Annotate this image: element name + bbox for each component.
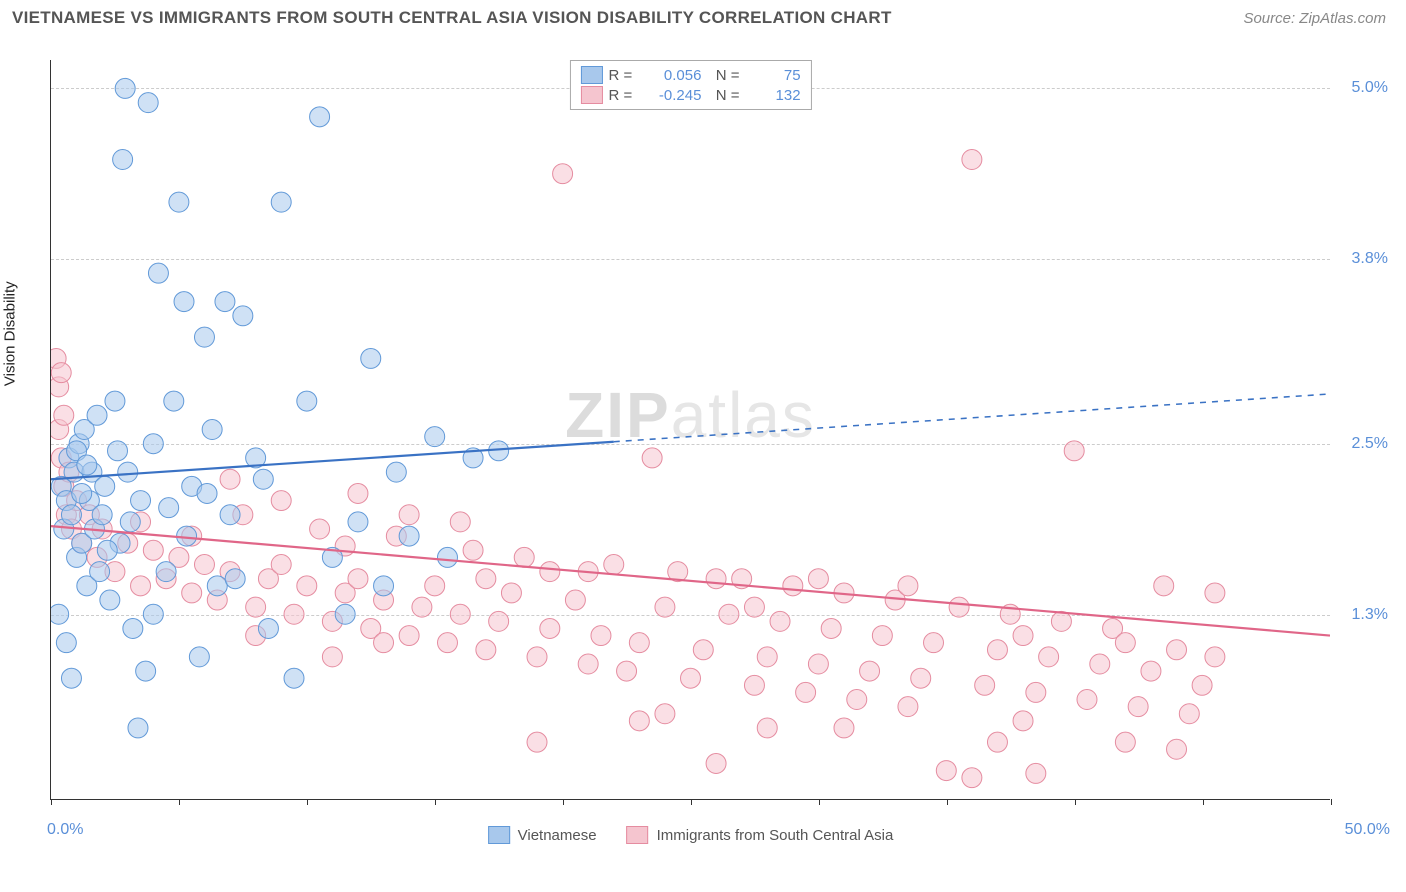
x-tick [51, 799, 52, 805]
x-axis-max-label: 50.0% [1345, 821, 1390, 839]
series-b-n-value: 132 [746, 87, 801, 104]
series-b-swatch [580, 86, 602, 104]
x-tick [947, 799, 948, 805]
x-tick [435, 799, 436, 805]
y-tick-label: 3.8% [1352, 250, 1388, 268]
n-label: N = [707, 67, 739, 84]
scatter-plot [51, 60, 1330, 799]
series-b-swatch [627, 826, 649, 844]
r-label: R = [608, 87, 640, 104]
y-tick-label: 5.0% [1352, 79, 1388, 97]
chart-container: Vision Disability ZIPatlas 1.3%2.5%3.8%5… [40, 50, 1340, 810]
n-label: N = [707, 87, 739, 104]
x-tick [1331, 799, 1332, 805]
x-tick [179, 799, 180, 805]
x-tick [691, 799, 692, 805]
plot-area: ZIPatlas 1.3%2.5%3.8%5.0% 0.0% 50.0% R =… [50, 60, 1330, 800]
x-tick [563, 799, 564, 805]
x-tick [307, 799, 308, 805]
series-b-r-value: -0.245 [646, 87, 701, 104]
x-tick [1203, 799, 1204, 805]
chart-title: VIETNAMESE VS IMMIGRANTS FROM SOUTH CENT… [12, 8, 892, 28]
series-a-swatch [488, 826, 510, 844]
series-a-name: Vietnamese [518, 827, 597, 844]
x-tick [819, 799, 820, 805]
source-attribution: Source: ZipAtlas.com [1243, 10, 1386, 27]
series-a-swatch [580, 66, 602, 84]
y-tick-label: 2.5% [1352, 435, 1388, 453]
series-a-n-value: 75 [746, 67, 801, 84]
correlation-legend: R = 0.056 N = 75 R = -0.245 N = 132 [569, 60, 811, 110]
y-axis-label: Vision Disability [2, 281, 19, 386]
y-tick-label: 1.3% [1352, 606, 1388, 624]
x-tick [1075, 799, 1076, 805]
series-legend: Vietnamese Immigrants from South Central… [488, 826, 894, 844]
series-a-r-value: 0.056 [646, 67, 701, 84]
series-b-name: Immigrants from South Central Asia [657, 827, 894, 844]
r-label: R = [608, 67, 640, 84]
x-axis-min-label: 0.0% [47, 821, 83, 839]
